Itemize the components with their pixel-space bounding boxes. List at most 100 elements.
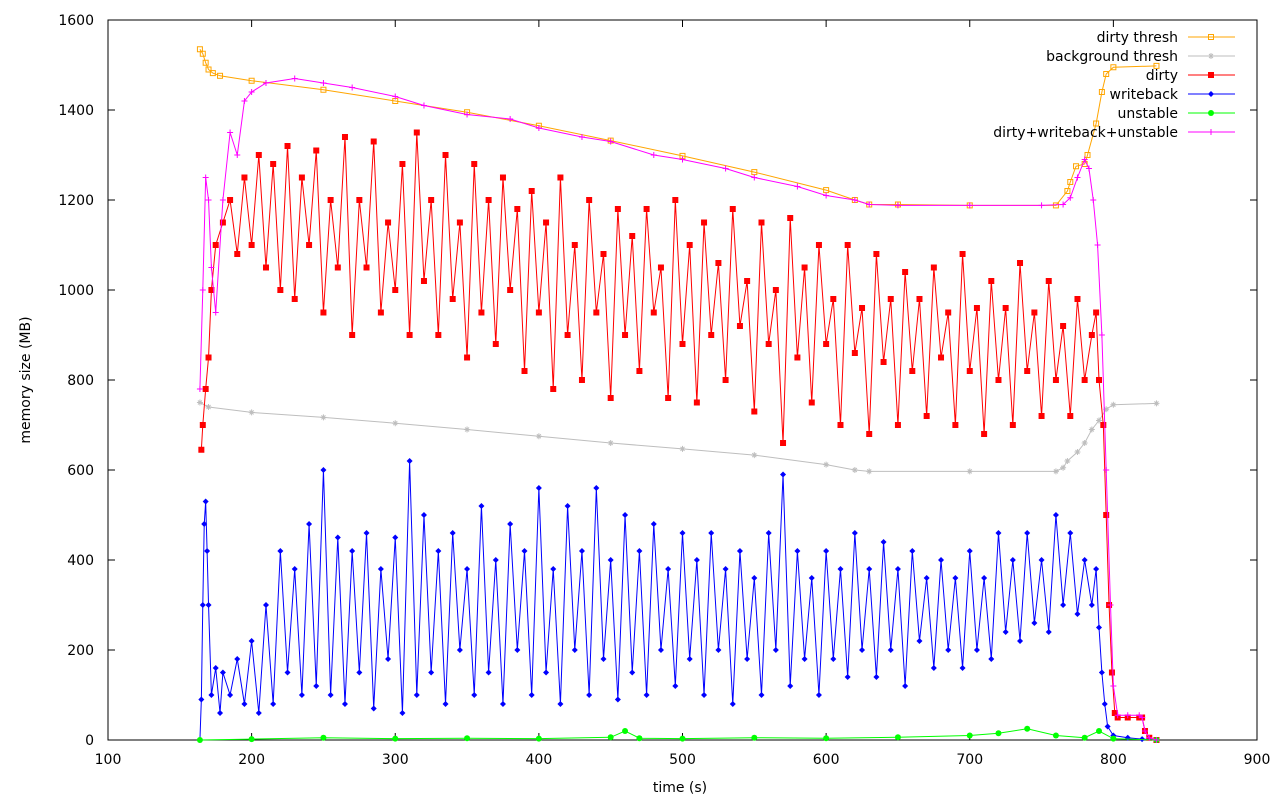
data-point <box>514 206 521 212</box>
data-point <box>406 458 413 464</box>
data-point <box>217 710 224 716</box>
data-point <box>1208 91 1214 97</box>
data-point <box>672 683 679 689</box>
data-point <box>1103 406 1110 413</box>
data-point <box>1002 629 1009 635</box>
data-point <box>205 404 212 410</box>
data-point <box>320 467 327 473</box>
data-point <box>887 647 894 653</box>
data-point <box>909 368 916 374</box>
data-point <box>564 332 571 338</box>
x-tick-label: 900 <box>1244 752 1271 768</box>
data-point <box>428 197 435 203</box>
data-point <box>392 93 399 100</box>
data-point <box>894 202 901 209</box>
data-point <box>622 728 629 734</box>
y-tick-label: 1400 <box>58 103 94 119</box>
data-point <box>535 735 542 742</box>
data-point <box>578 134 585 140</box>
data-point <box>729 701 736 707</box>
series-line <box>199 48 1157 206</box>
data-point <box>679 735 686 742</box>
legend-item: unstable <box>1118 106 1235 122</box>
x-tick-label: 500 <box>669 752 696 768</box>
data-point <box>751 408 758 415</box>
data-point <box>291 75 298 82</box>
data-point <box>284 669 291 676</box>
data-point <box>614 206 621 212</box>
data-point <box>507 287 514 293</box>
data-point <box>349 84 356 91</box>
data-point <box>492 341 499 347</box>
data-point <box>535 485 542 491</box>
data-point <box>657 647 664 653</box>
x-tick-label: 600 <box>813 752 840 768</box>
data-point <box>1101 701 1108 707</box>
y-tick-label: 0 <box>85 733 94 749</box>
data-point <box>262 602 269 608</box>
y-tick-label: 1200 <box>58 193 94 209</box>
data-point <box>1107 602 1114 608</box>
data-point <box>571 242 578 248</box>
data-point <box>1052 468 1059 475</box>
data-point <box>1093 120 1100 127</box>
data-point <box>320 309 327 316</box>
data-point <box>464 735 471 742</box>
data-point <box>995 377 1002 383</box>
data-point <box>406 332 413 338</box>
data-point <box>196 386 203 392</box>
data-point <box>787 215 794 221</box>
data-point <box>578 377 585 383</box>
data-point <box>385 219 392 226</box>
data-point <box>199 422 206 428</box>
data-point <box>945 309 952 316</box>
x-tick-label: 300 <box>382 752 409 768</box>
data-point <box>270 701 277 707</box>
data-point <box>535 309 542 316</box>
data-point <box>629 233 636 239</box>
data-point <box>1060 201 1067 208</box>
data-point <box>198 696 205 703</box>
y-tick-label: 800 <box>67 373 94 389</box>
data-point <box>205 602 212 608</box>
data-point <box>370 705 377 712</box>
data-point <box>199 287 206 293</box>
data-point <box>199 50 206 57</box>
data-point <box>456 647 463 653</box>
data-point <box>1104 723 1111 730</box>
data-point <box>938 557 945 563</box>
data-point <box>665 395 672 401</box>
data-point <box>650 521 657 527</box>
data-point <box>1110 735 1117 742</box>
data-point <box>643 206 650 212</box>
data-point <box>327 692 334 698</box>
legend-label: background thresh <box>1046 49 1178 65</box>
data-point <box>1114 712 1121 719</box>
data-point <box>356 197 363 203</box>
data-point <box>435 548 442 554</box>
data-point <box>420 102 427 109</box>
data-point <box>715 260 722 266</box>
data-point <box>1074 449 1081 455</box>
data-point <box>880 359 887 365</box>
data-point <box>543 669 550 676</box>
data-point <box>966 548 973 554</box>
data-point <box>399 161 406 167</box>
data-point <box>736 323 743 329</box>
data-point <box>959 665 966 671</box>
data-point <box>851 530 858 536</box>
data-point <box>219 669 226 676</box>
data-point <box>284 143 291 149</box>
data-point <box>205 354 212 361</box>
data-point <box>866 566 873 572</box>
data-point <box>327 197 334 203</box>
data-point <box>1081 156 1088 163</box>
data-point <box>815 242 822 248</box>
data-point <box>859 305 866 311</box>
legend-item: dirty+writeback+unstable <box>993 125 1235 141</box>
data-point <box>205 66 212 73</box>
data-point <box>521 548 528 554</box>
data-point <box>241 701 248 707</box>
data-point <box>204 548 211 554</box>
data-point <box>1052 512 1059 518</box>
